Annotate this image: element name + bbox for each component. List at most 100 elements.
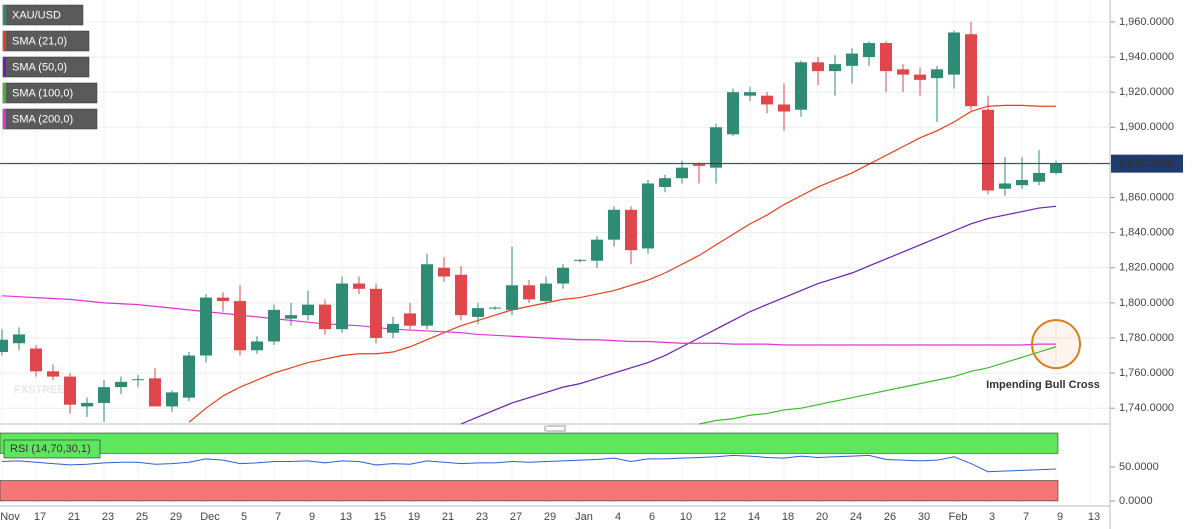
x-tick-label: 6 bbox=[649, 511, 655, 523]
legend-label: XAU/USD bbox=[12, 9, 61, 21]
x-tick-label: 18 bbox=[782, 511, 794, 523]
legend-swatch bbox=[3, 5, 6, 25]
candle-body bbox=[302, 304, 314, 316]
x-tick-label: 23 bbox=[102, 511, 114, 523]
x-tick-label: 29 bbox=[544, 511, 556, 523]
candle-body bbox=[370, 288, 382, 338]
y-tick-label: 1,780.0000 bbox=[1119, 332, 1174, 344]
candle-body bbox=[591, 239, 603, 261]
y-tick-label: 1,920.0000 bbox=[1119, 86, 1174, 98]
candle-body bbox=[727, 92, 739, 135]
x-tick-label: 15 bbox=[374, 511, 386, 523]
last-price-box bbox=[1111, 154, 1183, 173]
x-tick-label: 27 bbox=[510, 511, 522, 523]
sma-line bbox=[460, 205, 1057, 425]
y-tick-label: 1,840.0000 bbox=[1119, 227, 1174, 239]
rsi-panel bbox=[0, 432, 1115, 502]
x-tick-label: 3 bbox=[989, 511, 995, 523]
candle-body bbox=[642, 183, 654, 249]
rsi-line bbox=[1, 454, 1057, 473]
legend-label: SMA (21,0) bbox=[12, 35, 67, 47]
x-tick-label: 29 bbox=[170, 511, 182, 523]
y-tick-label: 1,900.0000 bbox=[1119, 121, 1174, 133]
candle-body bbox=[863, 43, 875, 58]
x-tick-label: 21 bbox=[442, 511, 454, 523]
x-tick-label: 19 bbox=[408, 511, 420, 523]
candle-body bbox=[438, 267, 450, 277]
candle-body bbox=[659, 178, 671, 187]
candle-body bbox=[387, 323, 399, 333]
candle-body bbox=[982, 109, 994, 191]
rsi-band bbox=[0, 480, 1059, 502]
rsi-tick-label: 0.0000 bbox=[1119, 495, 1153, 507]
candle-body bbox=[353, 283, 365, 289]
candle-body bbox=[1050, 163, 1062, 173]
candle-body bbox=[13, 334, 25, 344]
candle-body bbox=[472, 308, 484, 317]
candle-body bbox=[948, 32, 960, 75]
candle-body bbox=[574, 259, 586, 261]
y-tick-label: 1,760.0000 bbox=[1119, 367, 1174, 379]
annotation-circle bbox=[1031, 319, 1081, 370]
x-tick-label: 9 bbox=[1057, 511, 1063, 523]
y-tick-label: 1,960.0000 bbox=[1119, 16, 1174, 28]
x-tick-label: 7 bbox=[275, 511, 281, 523]
candle-body bbox=[404, 313, 416, 326]
rsi-label: RSI (14,70,30,1) bbox=[10, 443, 91, 455]
candle-body bbox=[98, 387, 110, 403]
legend-label: SMA (200,0) bbox=[12, 113, 73, 125]
candle-body bbox=[608, 209, 620, 240]
x-tick-label: 30 bbox=[918, 511, 930, 523]
candle-body bbox=[795, 62, 807, 110]
x-tick-label: 21 bbox=[68, 511, 80, 523]
rsi-band bbox=[0, 432, 1059, 454]
x-tick-label: 14 bbox=[748, 511, 760, 523]
candle-body bbox=[319, 304, 331, 330]
x-tick-label: 13 bbox=[1088, 511, 1100, 523]
labels: 1,740.0000 1,760.0000 1,780.0000 1,800.0000… bbox=[0, 4, 1183, 523]
y-tick-label: 1,740.0000 bbox=[1119, 402, 1174, 414]
candle-body bbox=[1016, 179, 1028, 186]
candle-body bbox=[829, 64, 841, 72]
annotation: Impending Bull Cross bbox=[986, 379, 1100, 391]
legend-swatch bbox=[3, 109, 6, 129]
y-tick-label: 1,860.0000 bbox=[1119, 191, 1174, 203]
candle-body bbox=[81, 402, 93, 407]
candles bbox=[0, 21, 1110, 423]
resize-handle[interactable] bbox=[544, 425, 566, 432]
candle-body bbox=[812, 62, 824, 72]
legend-swatch bbox=[3, 31, 6, 51]
legend-label: SMA (50,0) bbox=[12, 61, 67, 73]
x-tick-label: Nov bbox=[0, 511, 20, 523]
x-tick-label: 25 bbox=[136, 511, 148, 523]
candle-body bbox=[251, 341, 263, 351]
candle-body bbox=[506, 285, 518, 310]
overlays bbox=[1, 104, 1057, 425]
candle-body bbox=[999, 183, 1011, 189]
candle-body bbox=[965, 34, 977, 107]
x-tick-label: Feb bbox=[949, 511, 968, 523]
x-tick-label: Dec bbox=[200, 511, 220, 523]
candle-body bbox=[557, 267, 569, 284]
x-tick-label: 7 bbox=[1023, 511, 1029, 523]
watermark: FXSTREET bbox=[14, 384, 72, 396]
x-tick-label: 12 bbox=[714, 511, 726, 523]
x-tick-label: 9 bbox=[309, 511, 315, 523]
x-tick-label: 13 bbox=[340, 511, 352, 523]
y-tick-label: 1,820.0000 bbox=[1119, 262, 1174, 274]
candle-body bbox=[183, 355, 195, 398]
candle-body bbox=[1033, 172, 1045, 182]
x-tick-label: 5 bbox=[241, 511, 247, 523]
x-tick-label: 4 bbox=[615, 511, 621, 523]
candle-body bbox=[166, 392, 178, 407]
candle-body bbox=[761, 95, 773, 105]
candle-body bbox=[897, 69, 909, 75]
candle-body bbox=[489, 307, 501, 309]
x-tick-label: Jan bbox=[575, 511, 593, 523]
candle-body bbox=[234, 301, 246, 351]
candle-body bbox=[880, 43, 892, 72]
candle-body bbox=[778, 104, 790, 112]
candle-body bbox=[217, 297, 229, 302]
last-price-label: 1,879.3000 bbox=[1118, 158, 1173, 170]
x-tick-label: 20 bbox=[816, 511, 828, 523]
